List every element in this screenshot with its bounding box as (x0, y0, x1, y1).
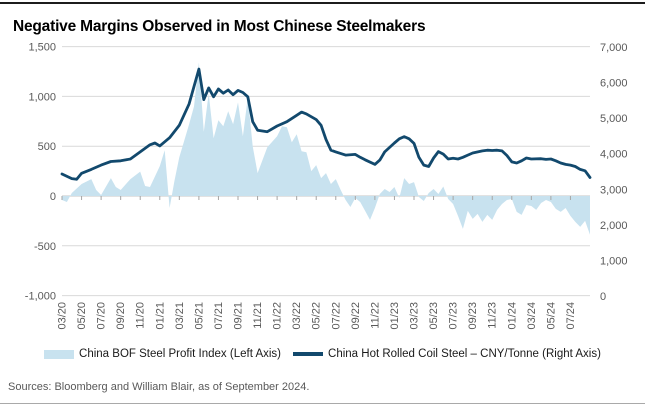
legend-label-bof: China BOF Steel Profit Index (Left Axis) (79, 348, 282, 360)
left-axis-tick-label: 0 (50, 191, 56, 203)
left-axis-tick-label: -500 (34, 241, 56, 253)
left-axis-tick-label: 1,500 (28, 42, 56, 54)
right-axis-tick-label: 6,000 (600, 78, 628, 90)
x-axis-tick-label: 01/22 (272, 302, 284, 330)
x-axis-tick-label: 11/22 (369, 302, 381, 329)
right-axis-tick-label: 2,000 (600, 220, 628, 232)
x-axis-tick-label: 05/20 (76, 302, 88, 330)
x-axis-tick-label: 03/20 (57, 302, 69, 330)
bof-profit-area-series (62, 62, 590, 235)
x-axis-tick-label: 05/22 (311, 302, 323, 330)
x-axis-tick-label: 09/21 (233, 302, 245, 330)
x-axis-tick-label: 05/23 (428, 302, 440, 330)
right-axis-tick-label: 5,000 (600, 113, 628, 125)
x-axis-tick-label: 07/21 (213, 302, 225, 330)
legend-item-bof: China BOF Steel Profit Index (Left Axis) (44, 348, 281, 360)
right-axis-tick-label: 7,000 (600, 42, 628, 54)
x-axis-tick-label: 09/22 (350, 302, 362, 330)
x-axis-tick-label: 03/23 (409, 302, 421, 330)
top-rule (0, 2, 645, 4)
legend-label-hrc: China Hot Rolled Coil Steel – CNY/Tonne … (328, 348, 601, 360)
line-swatch-icon (293, 352, 324, 356)
left-axis-tick-label: -1,000 (25, 291, 56, 303)
right-axis-tick-label: 4,000 (600, 149, 628, 161)
x-axis-tick-label: 03/21 (174, 302, 186, 330)
right-axis-tick-label: 1,000 (600, 255, 628, 267)
x-axis-tick-label: 11/20 (135, 302, 147, 329)
legend: China BOF Steel Profit Index (Left Axis)… (0, 348, 645, 360)
x-axis-tick-label: 07/20 (96, 302, 108, 330)
x-axis-tick-label: 05/24 (545, 302, 557, 330)
bottom-rule (0, 403, 645, 404)
chart-title: Negative Margins Observed in Most Chines… (13, 18, 426, 36)
right-axis-tick-label: 3,000 (600, 184, 628, 196)
chart-plot: 1,500 1,000 500 0 -500 -1,000 7,000 6,000 5,000 4… (25, 42, 628, 330)
hrc-price-line-series (60, 67, 592, 181)
x-axis-tick-label: 07/24 (565, 302, 577, 330)
x-axis-tick-label: 03/22 (291, 302, 303, 330)
x-axis-tick-label: 07/23 (448, 302, 460, 330)
left-axis-tick-label: 1,000 (28, 91, 56, 103)
left-axis-tick-label: 500 (38, 141, 56, 153)
x-axis-tick-label: 01/24 (506, 302, 518, 330)
x-axis-tick-label: 09/23 (467, 302, 479, 330)
x-axis-tick-label: 01/21 (154, 302, 166, 330)
x-axis-tick-label: 11/21 (252, 302, 264, 329)
legend-item-hrc: China Hot Rolled Coil Steel – CNY/Tonne … (293, 348, 601, 360)
x-axis-tick-label: 03/24 (526, 302, 538, 330)
x-axis-tick-label: 01/23 (389, 302, 401, 330)
source-note: Sources: Bloomberg and William Blair, as… (8, 381, 310, 393)
x-axis-tick-label: 11/23 (487, 302, 499, 329)
right-axis-tick-label: 0 (600, 291, 606, 303)
area-swatch-icon (44, 349, 75, 359)
x-axis-tick-label: 07/22 (330, 302, 342, 330)
x-axis-tick-label: 05/21 (193, 302, 205, 330)
x-axis-tick-label: 09/20 (115, 302, 127, 330)
